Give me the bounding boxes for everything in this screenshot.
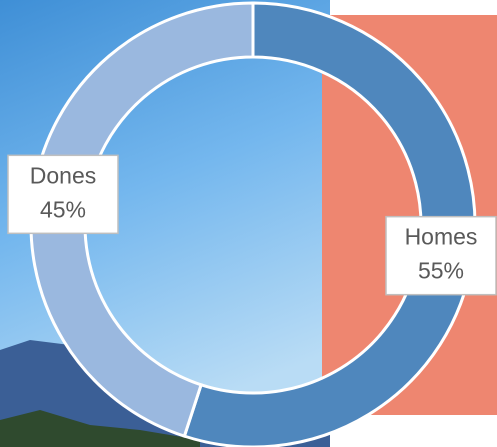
- data-label-category: Dones: [30, 162, 96, 188]
- data-label-category: Homes: [405, 224, 478, 250]
- data-label-box: [7, 154, 119, 235]
- donut: Homes 55% Dones 45%: [7, 1, 497, 447]
- donut-segment: [29, 1, 255, 439]
- donut-segment: [182, 1, 477, 447]
- data-label-value: 55%: [418, 258, 464, 284]
- data-label-box: [385, 215, 497, 296]
- data-label-value: 45%: [40, 196, 86, 222]
- photo-trees: [0, 410, 200, 447]
